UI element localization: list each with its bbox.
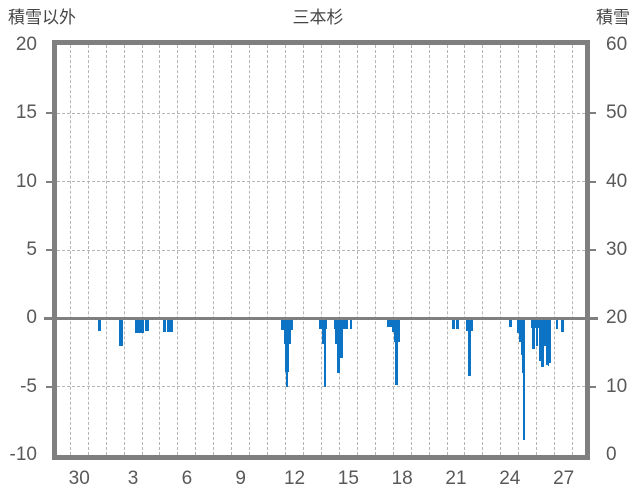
y-tick-label-right: 10 — [606, 375, 628, 397]
left-axis-title: 積雪以外 — [8, 8, 76, 27]
grid-vline — [320, 45, 322, 455]
right-axis-title: 積雪 — [596, 8, 630, 27]
rain-bar — [144, 318, 150, 332]
rain-bar — [167, 318, 174, 332]
rain-bar — [337, 318, 340, 373]
rain-bar — [540, 318, 544, 367]
grid-vline — [123, 45, 125, 455]
rain-bar — [555, 318, 559, 330]
axis-tick-mark — [46, 385, 52, 388]
grid-vline — [428, 45, 430, 455]
grid-vline — [338, 45, 340, 455]
grid-vline — [464, 45, 466, 455]
grid-vline — [392, 45, 394, 455]
rain-bar — [395, 318, 398, 386]
grid-vline — [195, 45, 197, 455]
y-tick-label-left: 15 — [15, 102, 37, 124]
rain-bar — [339, 318, 343, 358]
grid-vline — [482, 45, 484, 455]
grid-vline — [159, 45, 161, 455]
grid-vline — [303, 45, 304, 455]
axis-tick-mark — [46, 112, 52, 115]
y-tick-label-left: -10 — [9, 444, 37, 465]
zero-line — [57, 316, 585, 320]
rain-bar — [523, 318, 525, 440]
grid-vline — [231, 45, 233, 455]
grid-vline — [141, 45, 143, 455]
x-tick-label: 3 — [127, 468, 139, 489]
rain-bar — [531, 318, 535, 350]
grid-vline — [249, 45, 251, 455]
y-tick-label-right: 30 — [606, 239, 628, 260]
x-tick-label: 12 — [283, 468, 306, 489]
rain-bar — [509, 318, 513, 328]
axis-tick-mark — [590, 112, 596, 115]
x-tick-label: 15 — [337, 468, 359, 489]
plot-area — [57, 45, 585, 455]
rain-bar — [456, 318, 459, 330]
x-tick-label: 30 — [68, 468, 90, 489]
y-tick-label-right: 40 — [606, 170, 628, 192]
plot-frame — [52, 40, 590, 460]
grid-vline — [213, 45, 215, 455]
grid-vline — [572, 45, 574, 455]
axis-tick-mark — [46, 180, 52, 183]
rain-bar — [560, 318, 564, 332]
rain-bar — [349, 318, 352, 330]
grid-vline — [446, 45, 448, 455]
chart-title: 三本杉 — [292, 8, 344, 27]
rain-bar — [386, 318, 392, 327]
grid-vline — [69, 45, 71, 455]
rain-bar — [546, 318, 548, 365]
axis-tick-mark — [44, 316, 52, 320]
axis-tick-mark — [590, 385, 596, 388]
rain-bar — [118, 318, 124, 346]
axis-tick-mark — [590, 180, 596, 183]
y-tick-label-right: 50 — [606, 102, 628, 124]
grid-vline — [374, 45, 376, 455]
grid-vline — [554, 45, 556, 455]
y-tick-label-right: 60 — [606, 34, 628, 55]
y-tick-label-left: 0 — [26, 307, 37, 329]
y-tick-label-right: 20 — [606, 307, 628, 329]
rain-bar — [468, 318, 471, 376]
rain-bar — [547, 318, 550, 367]
x-tick-label: 9 — [235, 468, 246, 489]
grid-vline — [267, 45, 269, 455]
rain-bar — [452, 318, 455, 330]
grid-vline — [356, 45, 358, 455]
y-tick-label-left: 10 — [15, 170, 37, 192]
rain-bar — [544, 318, 547, 346]
grid-vline — [285, 45, 287, 455]
rain-bar — [285, 318, 289, 387]
grid-vline — [536, 45, 538, 455]
axis-tick-mark — [590, 316, 598, 320]
grid-vline — [500, 45, 502, 455]
grid-vline — [518, 45, 520, 455]
rain-bar — [97, 318, 102, 332]
grid-vline — [87, 45, 89, 455]
rain-bar — [163, 318, 166, 332]
axis-tick-mark — [590, 249, 596, 251]
grid-vline — [410, 45, 412, 455]
y-tick-label-left: 5 — [26, 239, 37, 260]
y-tick-label-left: -5 — [20, 375, 37, 397]
axis-tick-mark — [46, 249, 52, 251]
x-tick-label: 27 — [553, 468, 575, 489]
rain-bar — [323, 318, 326, 387]
y-tick-label-right: 0 — [606, 444, 617, 465]
x-tick-label: 24 — [499, 468, 521, 489]
y-tick-label-left: 20 — [15, 34, 37, 55]
x-tick-label: 18 — [391, 468, 413, 489]
rain-bar — [549, 318, 551, 364]
x-tick-label: 21 — [445, 468, 467, 489]
rain-bar — [536, 318, 538, 347]
rain-bar — [135, 318, 144, 333]
grid-vline — [105, 45, 107, 455]
grid-vline — [177, 45, 179, 455]
x-tick-label: 6 — [181, 468, 193, 489]
